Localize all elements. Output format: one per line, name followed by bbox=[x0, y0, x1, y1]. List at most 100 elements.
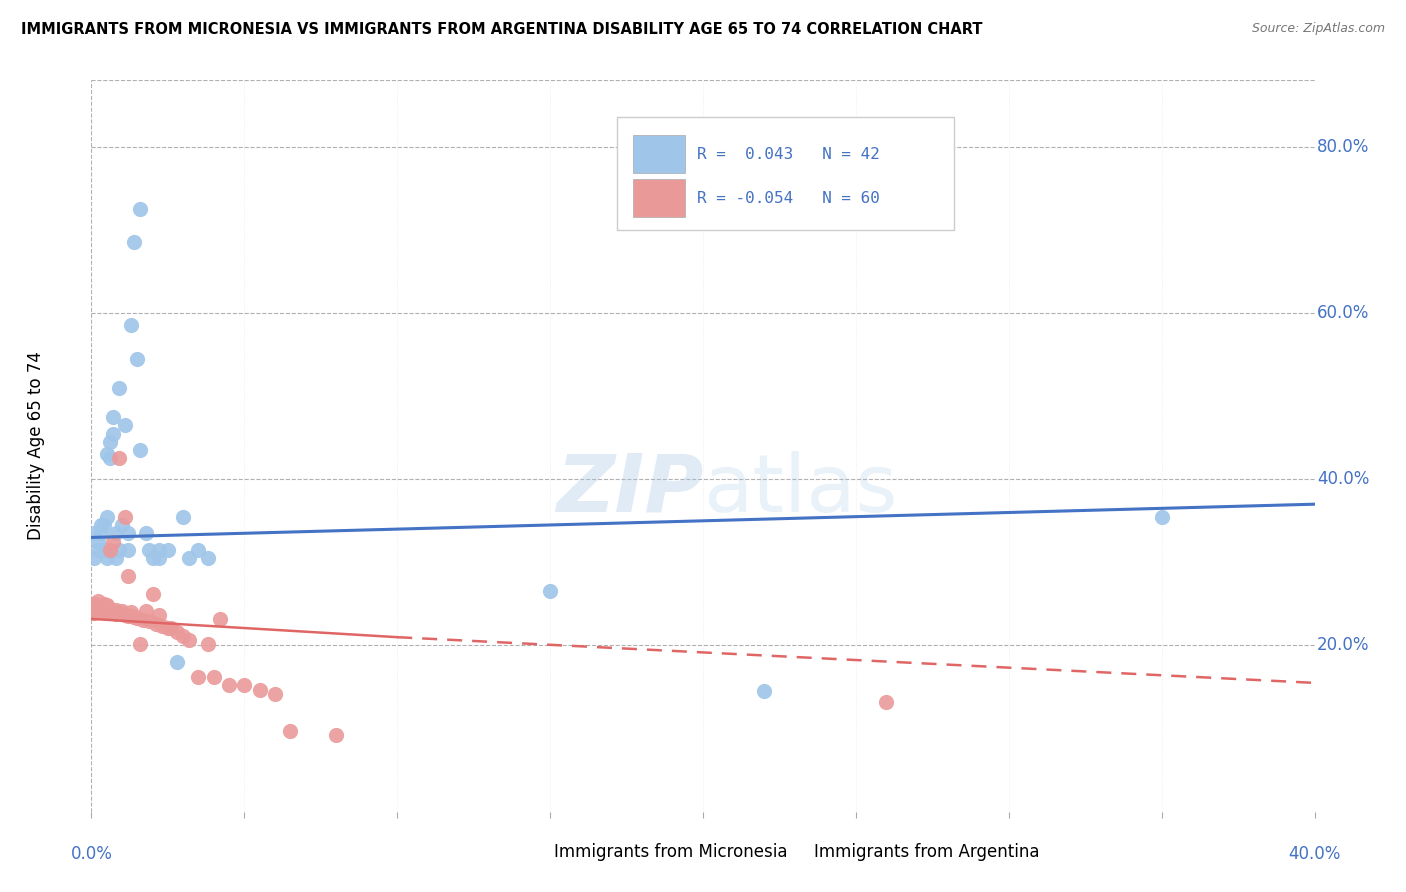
Text: Immigrants from Micronesia: Immigrants from Micronesia bbox=[554, 843, 787, 861]
Point bbox=[160, 621, 183, 635]
Point bbox=[101, 606, 124, 620]
Point bbox=[98, 606, 121, 620]
Point bbox=[117, 608, 139, 623]
Point bbox=[138, 615, 160, 629]
Point bbox=[98, 542, 121, 557]
Point bbox=[98, 603, 121, 617]
Point bbox=[166, 655, 188, 669]
Point bbox=[108, 542, 131, 557]
Point bbox=[264, 687, 287, 701]
Point bbox=[83, 526, 105, 541]
Text: 40.0%: 40.0% bbox=[1317, 470, 1369, 488]
Point bbox=[132, 613, 155, 627]
Point bbox=[83, 606, 105, 620]
Text: 60.0%: 60.0% bbox=[1317, 304, 1369, 322]
FancyBboxPatch shape bbox=[505, 836, 547, 868]
Point bbox=[1150, 509, 1173, 524]
Point bbox=[96, 509, 118, 524]
Point bbox=[135, 526, 157, 541]
Point bbox=[148, 607, 170, 622]
Point bbox=[325, 728, 347, 742]
Point bbox=[156, 542, 179, 557]
Text: 40.0%: 40.0% bbox=[1288, 845, 1341, 863]
Point bbox=[86, 594, 108, 608]
Point bbox=[166, 625, 188, 640]
Point bbox=[114, 509, 136, 524]
Point bbox=[172, 509, 194, 524]
Point bbox=[93, 542, 115, 557]
Point bbox=[249, 682, 271, 697]
FancyBboxPatch shape bbox=[765, 836, 807, 868]
Point bbox=[86, 599, 108, 613]
Point bbox=[117, 542, 139, 557]
Point bbox=[98, 451, 121, 466]
Point bbox=[197, 637, 219, 651]
Point bbox=[104, 607, 127, 621]
Point bbox=[111, 604, 134, 618]
Point bbox=[90, 526, 112, 541]
Text: 80.0%: 80.0% bbox=[1317, 137, 1369, 156]
Point bbox=[129, 637, 152, 651]
Point bbox=[90, 604, 112, 618]
Point bbox=[83, 551, 105, 566]
Point bbox=[187, 670, 209, 684]
Point bbox=[120, 318, 142, 333]
Point bbox=[172, 628, 194, 642]
Text: 0.0%: 0.0% bbox=[70, 845, 112, 863]
Point bbox=[111, 607, 134, 621]
Point bbox=[93, 597, 115, 611]
Point bbox=[179, 551, 201, 566]
Text: R =  0.043   N = 42: R = 0.043 N = 42 bbox=[697, 146, 880, 161]
Point bbox=[120, 605, 142, 619]
Point bbox=[148, 551, 170, 566]
Point bbox=[127, 611, 149, 625]
Point bbox=[86, 542, 108, 557]
Point bbox=[108, 381, 131, 395]
Text: atlas: atlas bbox=[703, 450, 897, 529]
Point bbox=[148, 542, 170, 557]
Point bbox=[197, 551, 219, 566]
Point bbox=[120, 609, 142, 624]
Point bbox=[875, 695, 898, 709]
Point bbox=[114, 607, 136, 622]
Point bbox=[90, 602, 112, 616]
Point bbox=[96, 447, 118, 461]
Point bbox=[93, 518, 115, 533]
Point bbox=[90, 518, 112, 533]
Point bbox=[218, 678, 240, 692]
Point bbox=[117, 526, 139, 541]
Point bbox=[208, 612, 231, 626]
Point bbox=[93, 603, 115, 617]
Text: Immigrants from Argentina: Immigrants from Argentina bbox=[814, 843, 1040, 861]
Text: ZIP: ZIP bbox=[555, 450, 703, 529]
Point bbox=[86, 534, 108, 549]
Point bbox=[83, 597, 105, 611]
Point bbox=[104, 551, 127, 566]
Point bbox=[104, 603, 127, 617]
Point bbox=[278, 724, 301, 739]
Point bbox=[138, 542, 160, 557]
Point bbox=[129, 443, 152, 458]
FancyBboxPatch shape bbox=[617, 117, 953, 230]
Point bbox=[101, 603, 124, 617]
Point bbox=[117, 569, 139, 583]
Text: Source: ZipAtlas.com: Source: ZipAtlas.com bbox=[1251, 22, 1385, 36]
Point bbox=[101, 409, 124, 424]
Point bbox=[93, 601, 115, 615]
Point bbox=[156, 621, 179, 635]
Point bbox=[101, 534, 124, 549]
Point bbox=[122, 610, 145, 624]
Point bbox=[135, 603, 157, 617]
Point bbox=[96, 598, 118, 612]
Point bbox=[129, 202, 152, 216]
Text: Disability Age 65 to 74: Disability Age 65 to 74 bbox=[27, 351, 45, 541]
Text: 20.0%: 20.0% bbox=[1317, 637, 1369, 655]
Point bbox=[83, 605, 105, 619]
Point bbox=[179, 632, 201, 647]
Point bbox=[141, 551, 163, 566]
Point bbox=[114, 418, 136, 433]
Point bbox=[150, 619, 173, 633]
Point bbox=[90, 599, 112, 613]
Point bbox=[141, 587, 163, 601]
Point bbox=[754, 684, 776, 698]
